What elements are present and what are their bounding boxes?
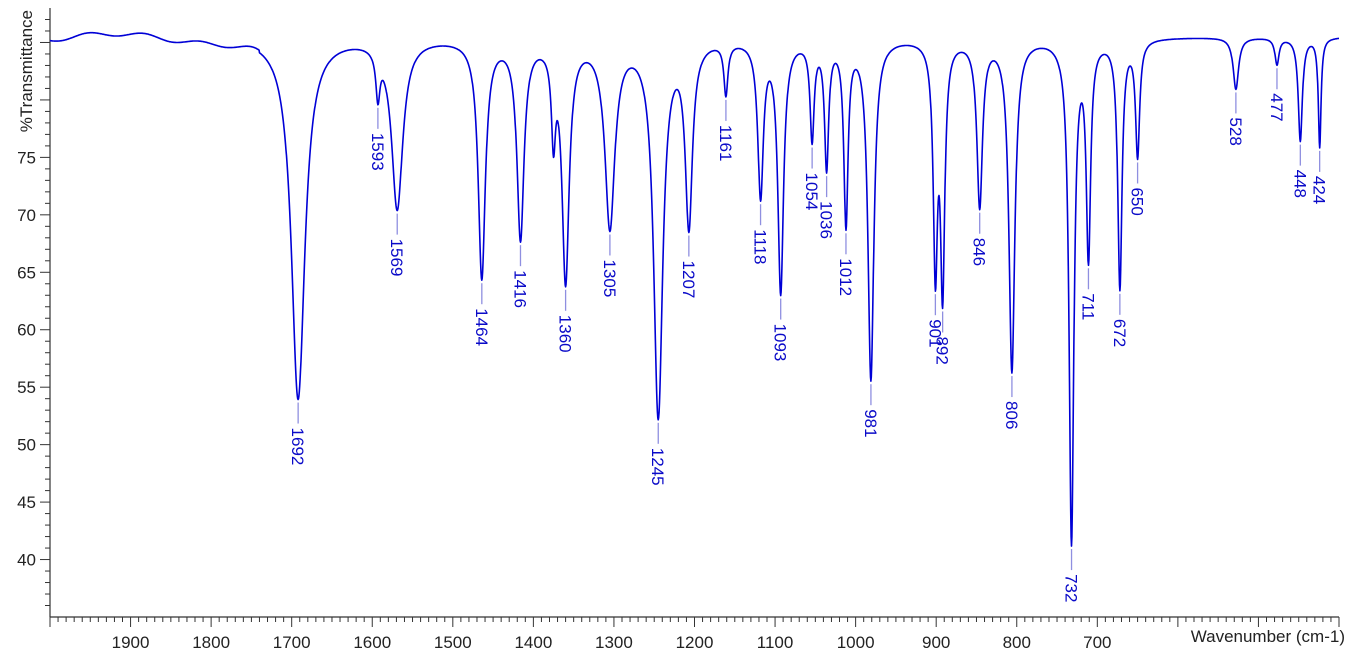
y-tick-label: 55 bbox=[17, 378, 36, 397]
y-tick-label: 70 bbox=[17, 206, 36, 225]
peak-label: 981 bbox=[861, 409, 880, 437]
y-tick-label: 40 bbox=[17, 551, 36, 570]
peak-label: 1012 bbox=[836, 258, 855, 296]
peak-label: 1161 bbox=[716, 125, 735, 162]
peak-label: 477 bbox=[1267, 93, 1286, 121]
y-axis-title: %Transmittance bbox=[17, 10, 36, 132]
peak-label: 1593 bbox=[368, 133, 387, 171]
peak-label: 528 bbox=[1226, 117, 1245, 145]
y-tick-label: 60 bbox=[17, 321, 36, 340]
peak-label: 1207 bbox=[679, 261, 698, 299]
peak-label: 650 bbox=[1128, 187, 1147, 215]
axes: 1900 1800 1700 1600 1500 1400 1300 1200 1100 1000… bbox=[17, 8, 1340, 651]
peak-label: 1245 bbox=[648, 448, 667, 486]
peak-label: 1054 bbox=[802, 173, 821, 211]
peak-label: 732 bbox=[1062, 574, 1081, 602]
peak-label: 846 bbox=[970, 238, 989, 266]
y-tick-label: 65 bbox=[17, 263, 36, 282]
x-tick-label: 1500 bbox=[434, 633, 472, 651]
x-tick-label: 1400 bbox=[514, 633, 552, 651]
x-tick-label: 1200 bbox=[676, 633, 714, 651]
peak-label: 1036 bbox=[817, 201, 836, 239]
x-tick-label: 800 bbox=[1003, 633, 1031, 651]
x-tick-label: 900 bbox=[922, 633, 950, 651]
x-tick-label: 1800 bbox=[192, 633, 230, 651]
peak-label: 901 bbox=[925, 319, 944, 347]
y-tick-label: 75 bbox=[17, 148, 36, 167]
x-tick-label: 1700 bbox=[273, 633, 311, 651]
peak-label: 448 bbox=[1290, 170, 1309, 198]
x-tick-label: 1600 bbox=[353, 633, 391, 651]
x-tick-label: 700 bbox=[1083, 633, 1111, 651]
peak-label: 1569 bbox=[387, 239, 406, 277]
peak-label: 1118 bbox=[751, 229, 770, 264]
peak-label: 424 bbox=[1310, 176, 1329, 204]
peak-leaders bbox=[297, 68, 1321, 571]
x-tick-label: 1100 bbox=[757, 633, 794, 651]
x-axis-title: Wavenumber (cm-1) bbox=[1191, 627, 1345, 646]
peak-label: 1464 bbox=[472, 308, 491, 346]
spectrum-line bbox=[49, 31, 1340, 547]
peak-label: 672 bbox=[1110, 319, 1129, 347]
peak-label: 806 bbox=[1002, 401, 1021, 429]
peak-labels: 1692 1593 1569 1464 1416 1360 1305 1245 1207 1161… bbox=[288, 93, 1329, 602]
peak-label: 1692 bbox=[288, 428, 307, 466]
peak-label: 1416 bbox=[510, 270, 529, 308]
peak-label: 1305 bbox=[600, 259, 619, 297]
x-tick-label: 1000 bbox=[837, 633, 875, 651]
x-tick-label: 1900 bbox=[112, 633, 150, 651]
x-tick-label: 1300 bbox=[595, 633, 633, 651]
peak-label: 711 bbox=[1078, 293, 1097, 320]
peak-label: 1360 bbox=[556, 315, 575, 353]
y-tick-label: 50 bbox=[17, 436, 36, 455]
peak-label: 892 bbox=[933, 336, 952, 364]
y-tick-label: 45 bbox=[17, 493, 36, 512]
peak-label: 1093 bbox=[771, 324, 790, 362]
